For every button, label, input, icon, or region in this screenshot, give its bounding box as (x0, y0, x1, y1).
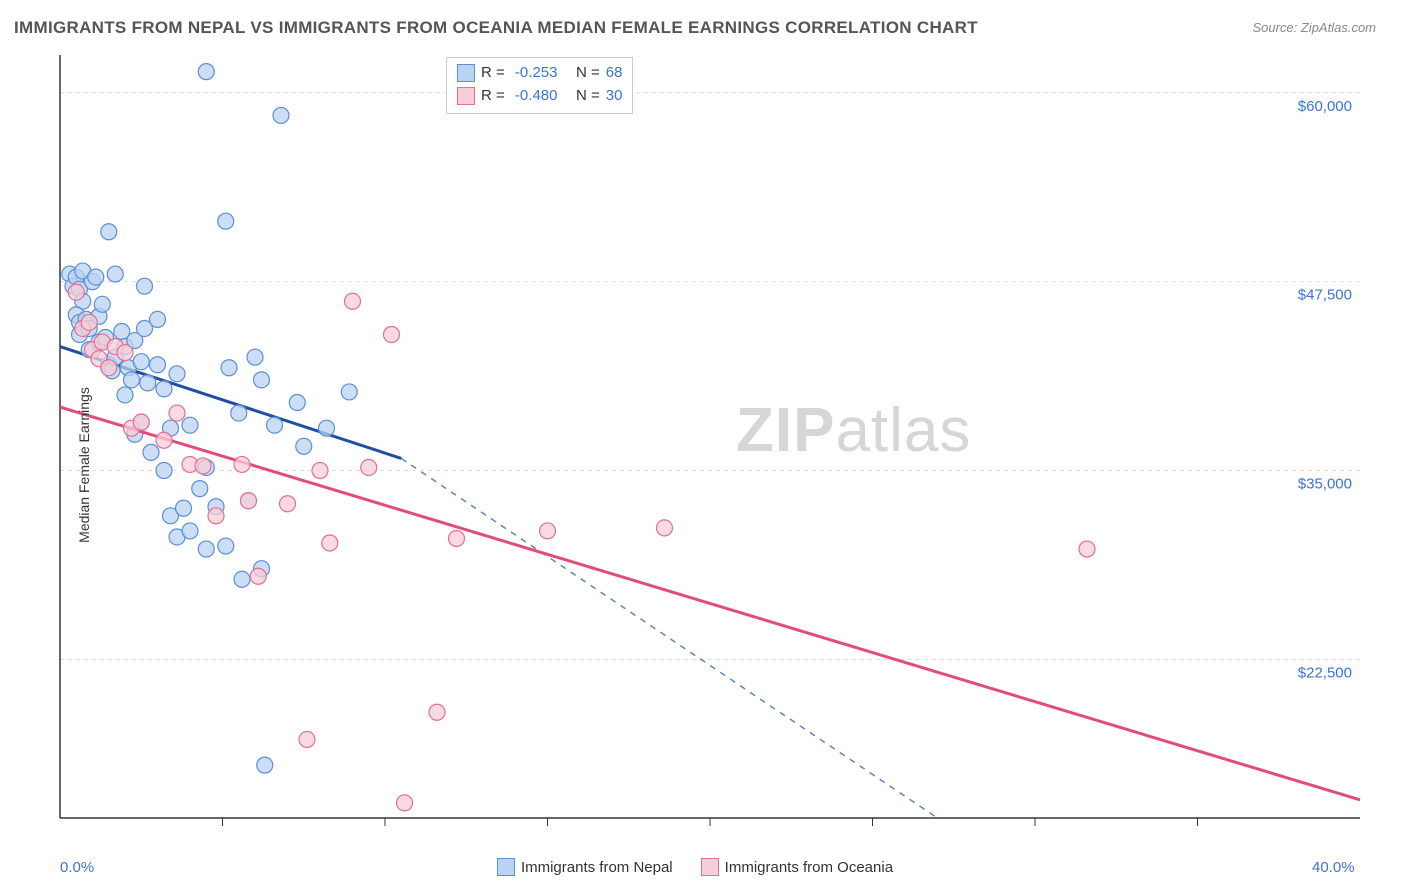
svg-text:$35,000: $35,000 (1298, 475, 1352, 492)
correlation-legend: R = -0.253 N = 68R = -0.480 N = 30 (446, 57, 633, 114)
legend-label-nepal: Immigrants from Nepal (521, 859, 673, 876)
series-legend: Immigrants from Nepal Immigrants from Oc… (14, 858, 1376, 876)
legend-item-nepal: Immigrants from Nepal (497, 858, 673, 876)
scatter-chart: $22,500 $35,000 $47,500 $60,000 (14, 55, 1376, 855)
y-axis-label: Median Female Earnings (76, 387, 92, 543)
svg-text:$47,500: $47,500 (1298, 287, 1352, 304)
legend-label-oceania: Immigrants from Oceania (725, 859, 893, 876)
chart-container: Median Female Earnings $22,500 $35,000 $47… (14, 55, 1376, 874)
legend-swatch-nepal (497, 858, 515, 876)
legend-item-oceania: Immigrants from Oceania (701, 858, 893, 876)
source-credit: Source: ZipAtlas.com (1252, 20, 1376, 35)
legend-swatch-oceania (701, 858, 719, 876)
svg-text:$22,500: $22,500 (1298, 664, 1352, 681)
svg-text:$60,000: $60,000 (1298, 98, 1352, 115)
chart-title: IMMIGRANTS FROM NEPAL VS IMMIGRANTS FROM… (14, 18, 978, 38)
